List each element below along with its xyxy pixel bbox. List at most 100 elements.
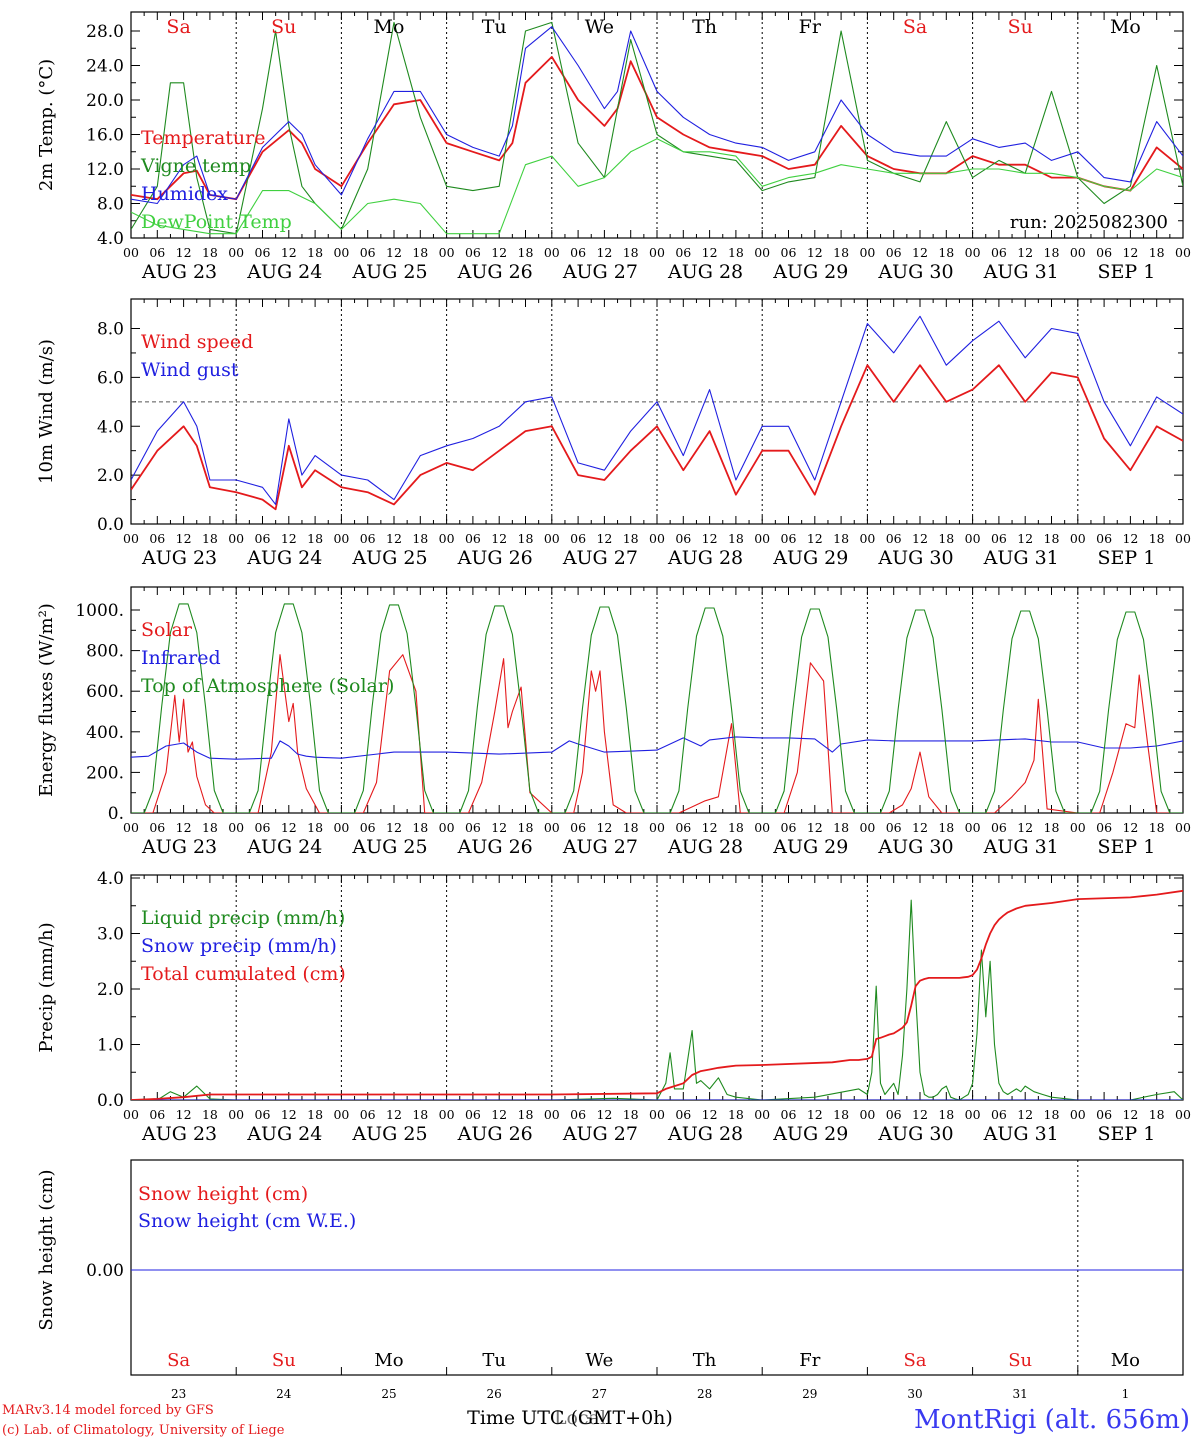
date-label: AUG 23 (141, 547, 217, 569)
weekday-label: Tu (482, 1350, 506, 1371)
day-number-label: 27 (592, 1387, 607, 1401)
y-tick-label: 200. (86, 763, 124, 783)
y-tick-label: 2.0 (97, 980, 124, 1000)
date-label: AUG 25 (351, 547, 427, 569)
hour-tick-label: 12 (596, 1107, 612, 1122)
date-label: AUG 27 (562, 261, 638, 283)
legend-entry: Wind gust (141, 359, 239, 381)
hour-tick-label: 12 (807, 1107, 823, 1122)
legend-entry: Humidex (141, 183, 228, 205)
hour-tick-label: 00 (333, 531, 349, 546)
hour-tick-label: 12 (281, 245, 297, 260)
hour-tick-label: 12 (596, 531, 612, 546)
hour-tick-label: 18 (728, 1107, 744, 1122)
weekday-label: We (585, 16, 614, 38)
hour-tick-label: 12 (491, 245, 507, 260)
date-label: AUG 23 (141, 836, 217, 858)
date-label: AUG 29 (772, 836, 848, 858)
y-tick-label: 2.0 (97, 466, 124, 486)
hour-tick-label: 18 (833, 820, 849, 835)
hour-tick-label: 18 (307, 1107, 323, 1122)
legend-entry: Total cumulated (cm) (141, 963, 346, 985)
y-tick-label: 20.0 (86, 91, 124, 111)
y-tick-label: 800. (86, 642, 124, 662)
panel-energy: 00 06 12 18 00 06 12 18 00 06 12 18 00 06 12 18 00 06 12 18… (36, 586, 1191, 858)
hour-tick-label: 18 (623, 820, 639, 835)
hour-tick-label: 18 (518, 531, 534, 546)
hour-tick-label: 12 (491, 820, 507, 835)
series-line-wind-speed (131, 364, 1183, 511)
hour-tick-label: 06 (149, 1107, 165, 1122)
date-label: SEP 1 (1097, 836, 1155, 858)
hour-tick-label: 06 (570, 820, 586, 835)
y-tick-label: 1000. (75, 601, 124, 621)
hour-tick-label: 12 (702, 820, 718, 835)
hour-tick-label: 06 (1096, 1107, 1112, 1122)
date-label: AUG 28 (667, 547, 743, 569)
hour-tick-label: 18 (1044, 245, 1060, 260)
hour-tick-label: 12 (281, 531, 297, 546)
hour-tick-label: 00 (859, 245, 875, 260)
y-tick-label: 8.0 (97, 320, 124, 340)
weekday-label: Fr (799, 16, 822, 38)
hour-tick-label: 00 (544, 245, 560, 260)
weekday-label: Su (272, 1350, 296, 1371)
date-label: SEP 1 (1097, 547, 1155, 569)
hour-tick-label: 12 (1122, 245, 1138, 260)
y-axis-title: Energy fluxes (W/m²) (36, 603, 57, 797)
weekday-label: Mo (1110, 16, 1141, 38)
date-label: SEP 1 (1097, 261, 1155, 283)
series-line-infrared (131, 736, 1183, 760)
legend-entry: DewPoint Temp (141, 211, 292, 233)
hour-tick-label: 06 (991, 820, 1007, 835)
y-tick-label: 4.0 (97, 869, 124, 889)
hour-tick-label: 06 (675, 820, 691, 835)
hour-tick-label: 18 (202, 1107, 218, 1122)
hour-tick-label: 00 (649, 245, 665, 260)
hour-tick-label: 00 (1070, 1107, 1086, 1122)
hour-tick-label: 06 (781, 820, 797, 835)
day-number-label: 1 (1122, 1387, 1130, 1401)
date-label: AUG 24 (246, 836, 322, 858)
hour-tick-label: 18 (518, 245, 534, 260)
y-tick-label: 6.0 (97, 368, 124, 388)
temp-series (131, 21, 1183, 235)
hour-tick-label: 00 (439, 820, 455, 835)
hour-tick-label: 00 (649, 820, 665, 835)
hour-tick-label: 12 (702, 531, 718, 546)
time-axis-label: Time UTC (GMT+0h) (467, 1407, 673, 1429)
hour-tick-label: 00 (754, 1107, 770, 1122)
hour-tick-label: 18 (307, 531, 323, 546)
energy-frame (130, 586, 1184, 814)
hour-tick-label: 18 (728, 245, 744, 260)
hour-tick-label: 06 (991, 531, 1007, 546)
series-line-top-of-atmosphere-solar- (131, 603, 1183, 813)
y-tick-label: 0.0 (97, 515, 124, 535)
hour-tick-label: 00 (544, 1107, 560, 1122)
y-tick-label: 28.0 (86, 22, 124, 42)
date-label: AUG 26 (457, 1123, 533, 1145)
hour-tick-label: 00 (859, 820, 875, 835)
hour-tick-label: 00 (1070, 820, 1086, 835)
hour-tick-label: 06 (1096, 531, 1112, 546)
hour-tick-label: 00 (1175, 245, 1191, 260)
hour-tick-label: 06 (465, 1107, 481, 1122)
legend-entry: Temperature (141, 127, 265, 149)
date-label: AUG 26 (457, 547, 533, 569)
day-number-label: 29 (802, 1387, 817, 1401)
hour-tick-label: 00 (649, 531, 665, 546)
hour-tick-label: 06 (149, 820, 165, 835)
weekday-label: Sa (903, 1350, 926, 1371)
date-label: AUG 28 (667, 261, 743, 283)
energy-series (131, 603, 1183, 813)
hour-tick-label: 18 (1044, 820, 1060, 835)
hour-tick-label: 18 (1149, 531, 1165, 546)
date-label: AUG 25 (351, 836, 427, 858)
credit-line-2: (c) Lab. of Climatology, University of L… (2, 1423, 285, 1438)
hour-tick-label: 06 (255, 531, 271, 546)
hour-tick-label: 12 (176, 820, 192, 835)
hour-tick-label: 18 (412, 531, 428, 546)
hour-tick-label: 18 (1149, 245, 1165, 260)
hour-tick-label: 00 (439, 1107, 455, 1122)
weekday-label: Sa (166, 16, 190, 38)
